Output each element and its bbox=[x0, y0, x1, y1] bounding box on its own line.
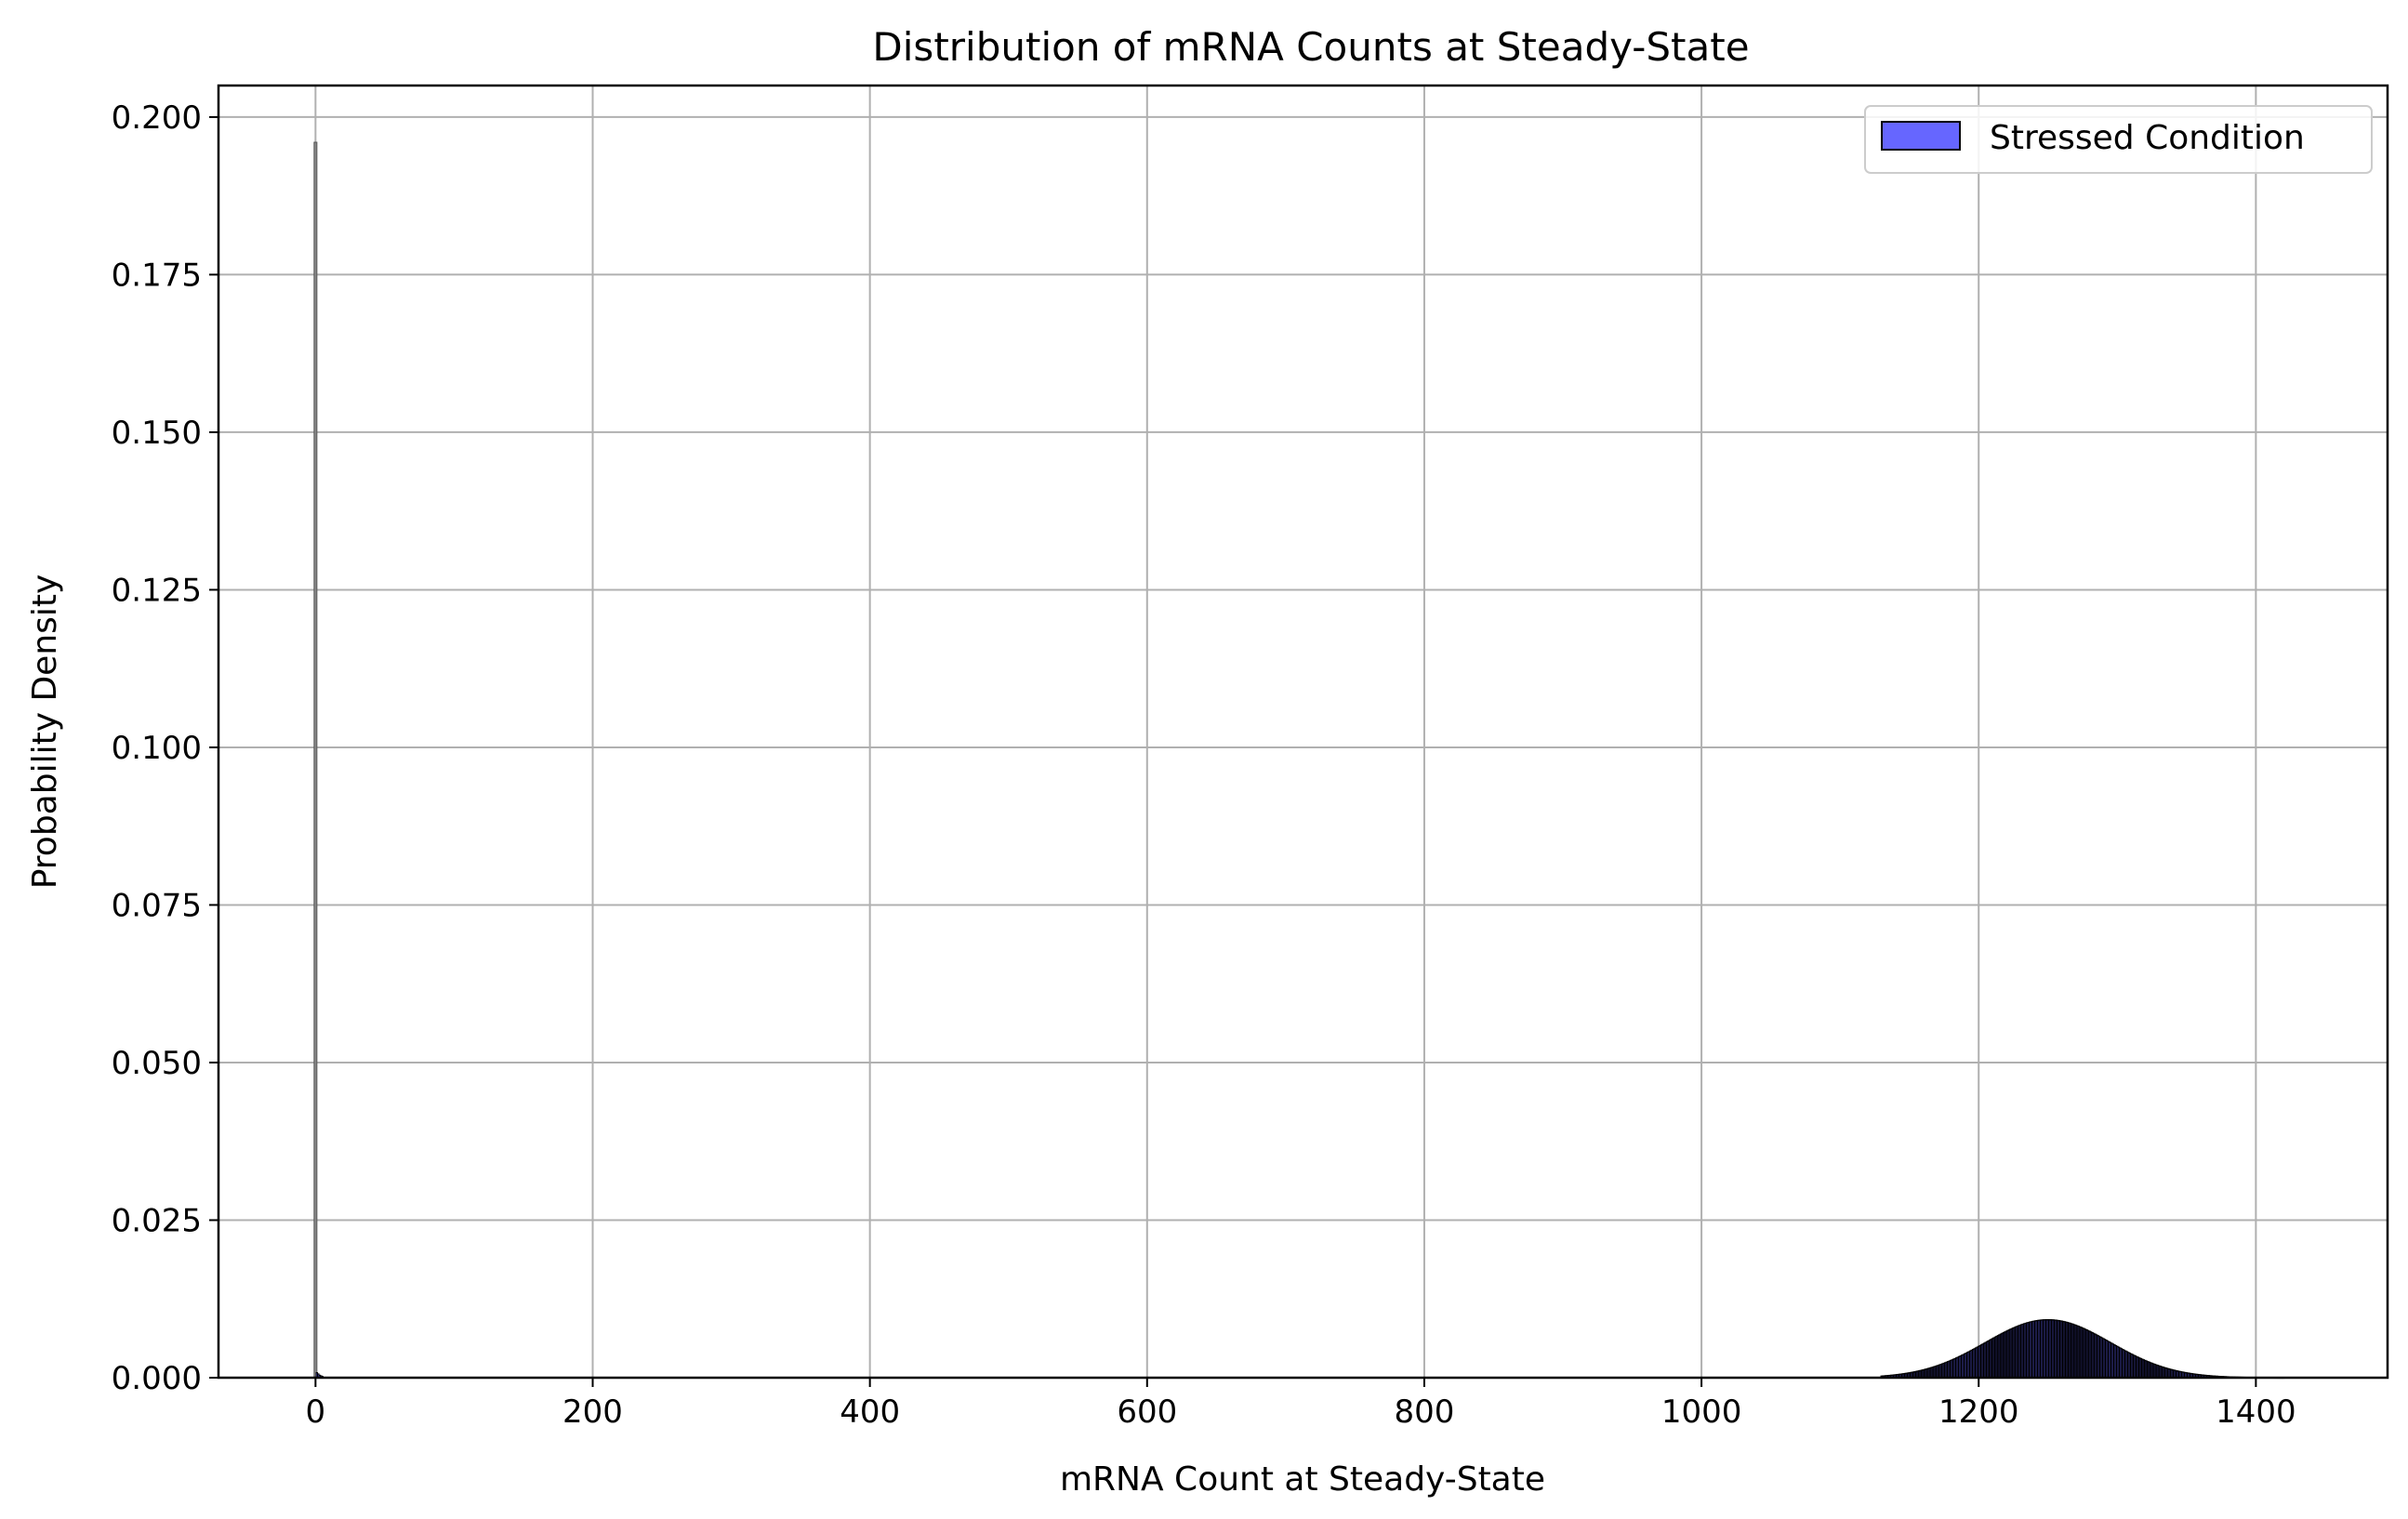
x-tick-label: 1400 bbox=[2216, 1394, 2296, 1431]
y-tick-label: 0.200 bbox=[112, 99, 202, 137]
x-tick-label: 0 bbox=[306, 1394, 326, 1431]
y-tick-label: 0.100 bbox=[112, 730, 202, 767]
y-tick-label: 0.125 bbox=[112, 572, 202, 609]
x-axis: 0 200 400 600 800 1000 1200 1400 bbox=[306, 1378, 2296, 1431]
y-tick-label: 0.075 bbox=[112, 887, 202, 924]
y-tick-label: 0.000 bbox=[112, 1360, 202, 1397]
x-tick-label: 600 bbox=[1117, 1394, 1177, 1431]
x-tick-label: 800 bbox=[1394, 1394, 1454, 1431]
chart-title: Distribution of mRNA Counts at Steady-St… bbox=[872, 24, 1749, 70]
y-tick-label: 0.025 bbox=[112, 1202, 202, 1239]
y-tick-label: 0.175 bbox=[112, 257, 202, 294]
y-tick-label: 0.150 bbox=[112, 415, 202, 452]
legend: Stressed Condition bbox=[1864, 105, 2373, 174]
legend-box bbox=[1864, 105, 2373, 174]
grid bbox=[218, 86, 2388, 1379]
x-tick-label: 1000 bbox=[1661, 1394, 1742, 1431]
y-tick-label: 0.050 bbox=[112, 1045, 202, 1082]
x-axis-label: mRNA Count at Steady-State bbox=[1060, 1460, 1545, 1499]
plot-frame bbox=[217, 84, 2389, 1380]
bar-spike bbox=[313, 141, 318, 1379]
legend-label: Stressed Condition bbox=[1990, 119, 2305, 157]
x-tick-label: 200 bbox=[562, 1394, 623, 1431]
x-tick-label: 400 bbox=[840, 1394, 900, 1431]
legend-swatch bbox=[1881, 121, 1961, 151]
y-axis: 0.000 0.025 0.050 0.075 0.100 0.125 0.150 0.175… bbox=[112, 99, 218, 1397]
x-tick-label: 1200 bbox=[1938, 1394, 2019, 1431]
y-axis-label: Probability Density bbox=[26, 575, 64, 890]
